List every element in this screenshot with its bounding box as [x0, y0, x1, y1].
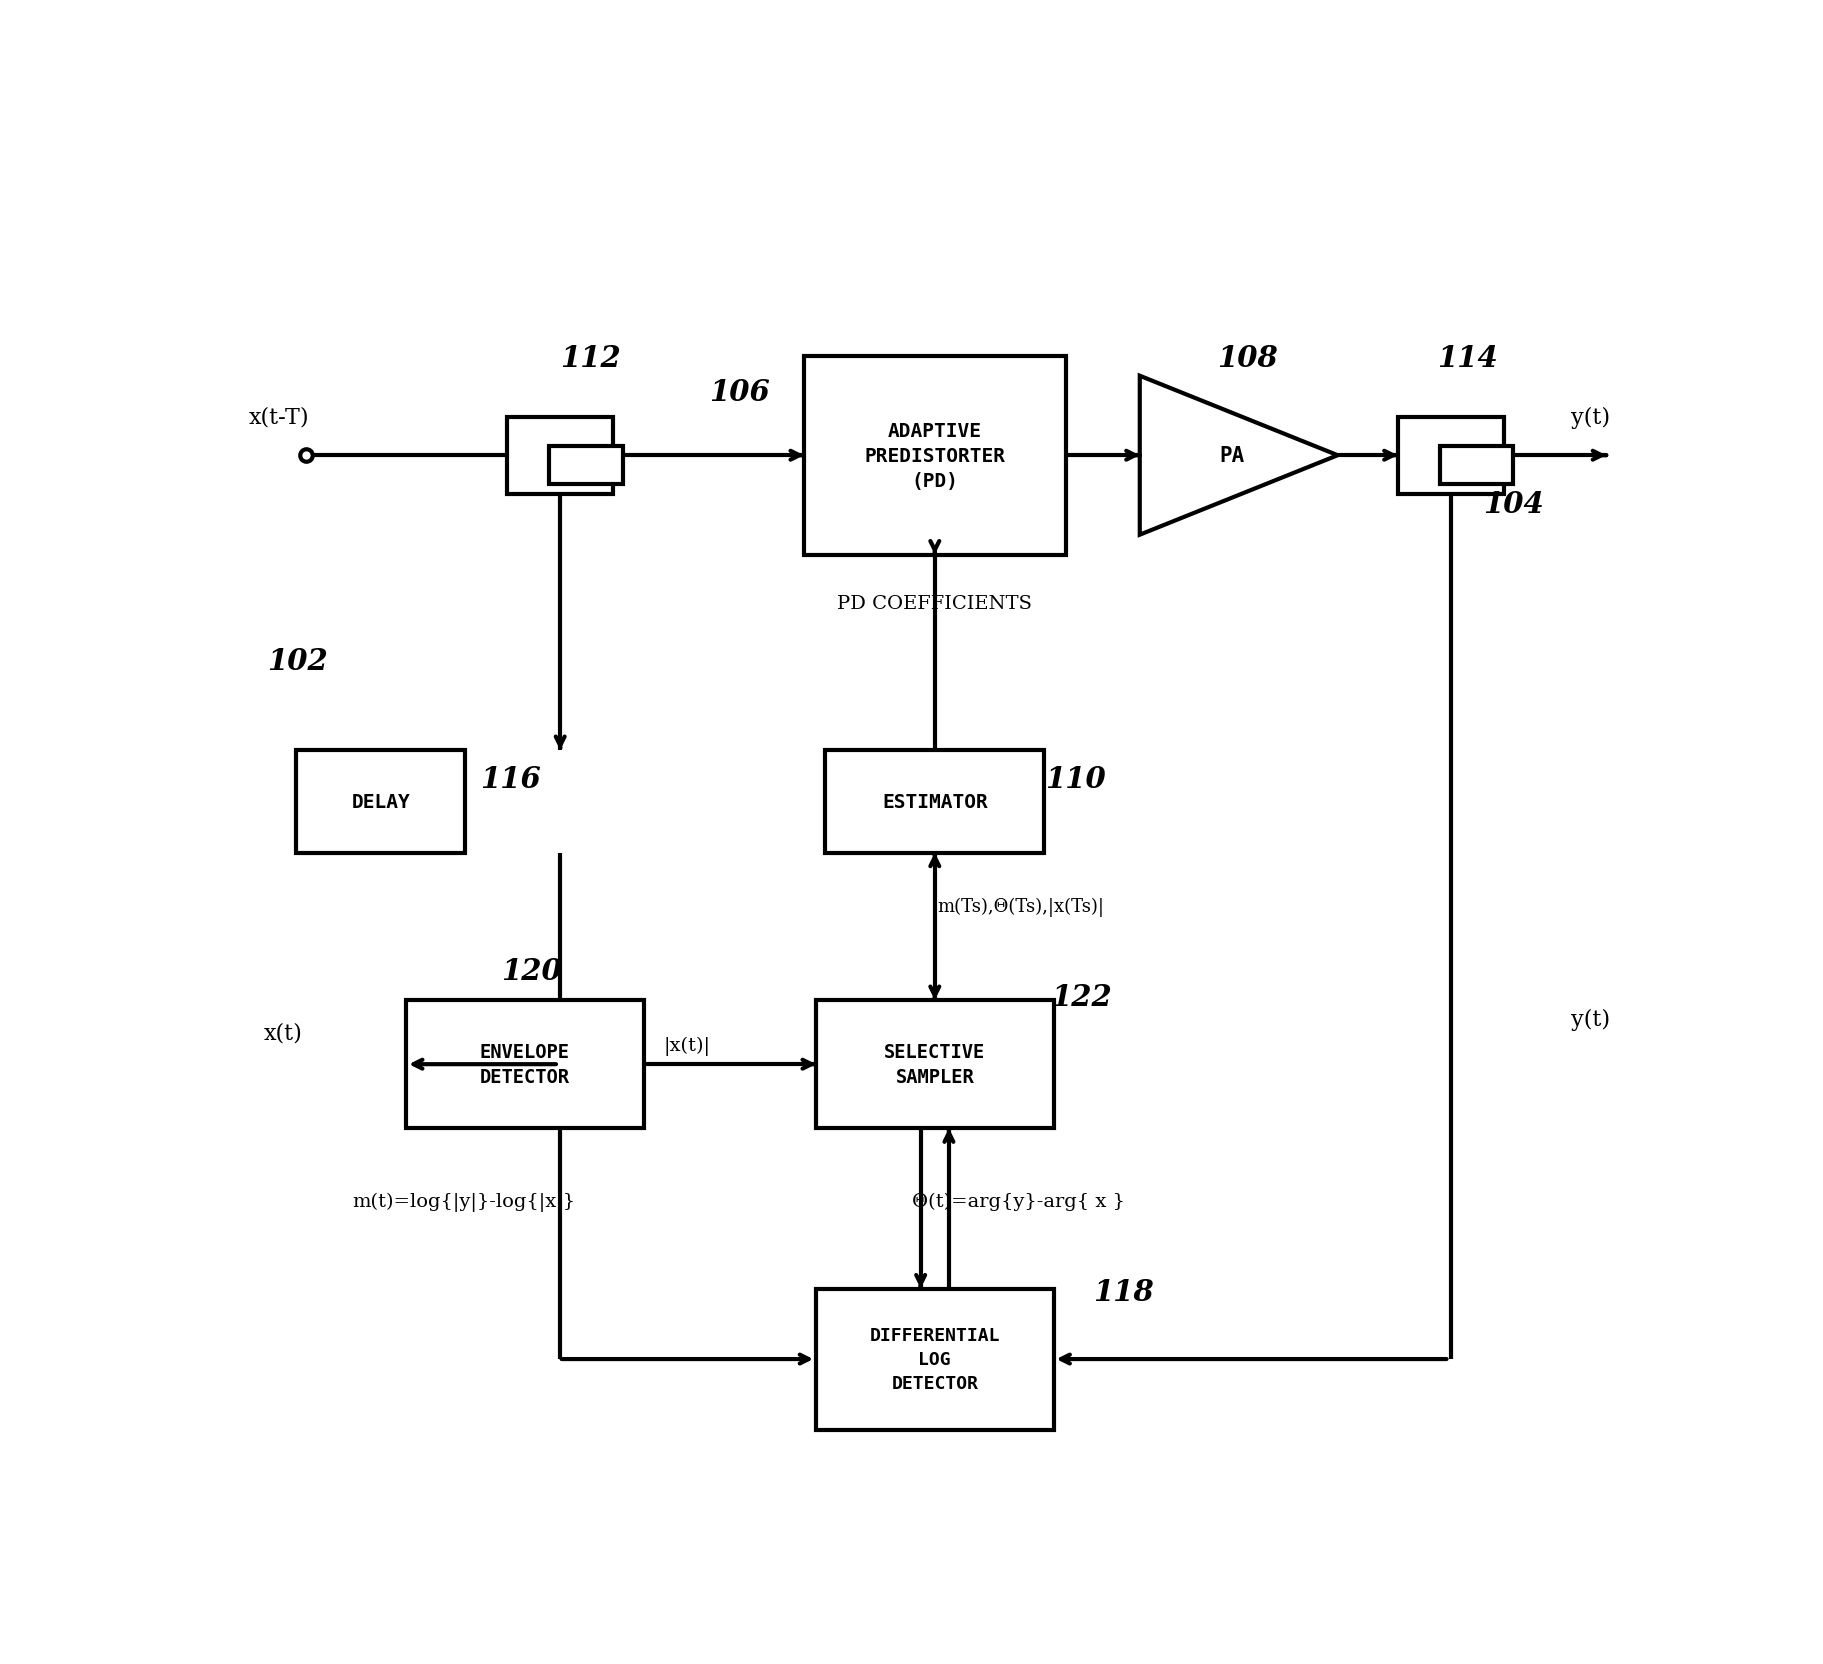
Text: x(t): x(t) [263, 1022, 303, 1043]
Text: 112: 112 [560, 344, 620, 373]
Text: ESTIMATOR: ESTIMATOR [882, 792, 986, 812]
Text: PD COEFFICIENTS: PD COEFFICIENTS [837, 594, 1032, 612]
Text: 122: 122 [1050, 982, 1110, 1012]
FancyBboxPatch shape [507, 418, 613, 494]
FancyBboxPatch shape [815, 1000, 1054, 1128]
Polygon shape [1139, 376, 1336, 536]
Text: 120: 120 [501, 957, 561, 985]
Text: 104: 104 [1482, 491, 1544, 519]
Text: DELAY: DELAY [352, 792, 410, 812]
Text: m(t)=log{|y|}-log{|x|}: m(t)=log{|y|}-log{|x|} [352, 1191, 576, 1211]
FancyBboxPatch shape [407, 1000, 644, 1128]
Text: x(t-T): x(t-T) [250, 406, 310, 429]
FancyBboxPatch shape [804, 356, 1065, 556]
FancyBboxPatch shape [549, 446, 622, 484]
FancyBboxPatch shape [815, 1288, 1054, 1429]
FancyBboxPatch shape [1396, 418, 1502, 494]
Text: 118: 118 [1092, 1276, 1154, 1306]
Text: y(t): y(t) [1570, 406, 1610, 429]
Text: DIFFERENTIAL
LOG
DETECTOR: DIFFERENTIAL LOG DETECTOR [870, 1326, 999, 1391]
FancyBboxPatch shape [295, 750, 465, 854]
FancyBboxPatch shape [1438, 446, 1513, 484]
FancyBboxPatch shape [824, 750, 1045, 854]
Text: Θ(t)=arg{y}-arg{ x }: Θ(t)=arg{y}-arg{ x } [912, 1193, 1125, 1211]
Text: 110: 110 [1045, 764, 1105, 794]
Text: y(t): y(t) [1570, 1008, 1610, 1030]
Text: 114: 114 [1437, 344, 1497, 373]
Text: 108: 108 [1218, 344, 1278, 373]
Text: m(Ts),Θ(Ts),|x(Ts)|: m(Ts),Θ(Ts),|x(Ts)| [937, 897, 1105, 917]
Text: ENVELOPE
DETECTOR: ENVELOPE DETECTOR [479, 1043, 569, 1087]
Text: 102: 102 [268, 646, 328, 676]
Text: SELECTIVE
SAMPLER: SELECTIVE SAMPLER [884, 1043, 984, 1087]
Text: |x(t)|: |x(t)| [664, 1035, 709, 1055]
Text: 116: 116 [479, 764, 540, 794]
Text: ADAPTIVE
PREDISTORTER
(PD): ADAPTIVE PREDISTORTER (PD) [864, 421, 1004, 491]
Text: 106: 106 [709, 378, 769, 406]
Text: PA: PA [1218, 446, 1243, 466]
